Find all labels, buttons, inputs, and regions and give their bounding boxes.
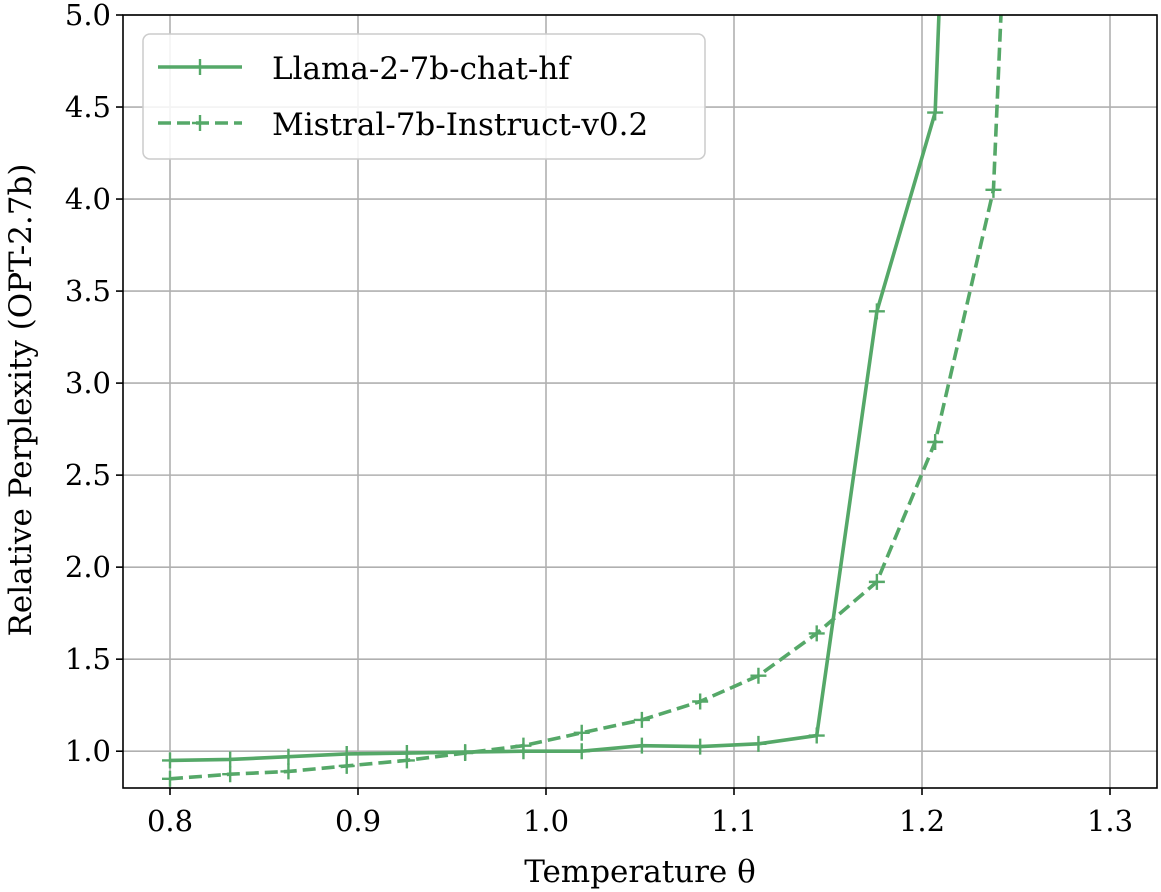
y-tick-label: 4.0 [65, 182, 111, 216]
legend-marker [192, 59, 208, 75]
data-point-llama [633, 737, 650, 754]
y-tick-label: 1.5 [65, 642, 111, 676]
x-tick-label: 0.8 [147, 804, 193, 838]
data-point-mistral [162, 770, 178, 787]
data-point-mistral [222, 766, 239, 783]
legend-label-llama: Llama-2-7b-chat-hf [272, 51, 572, 87]
data-point-mistral [515, 737, 532, 754]
plot-frame [122, 14, 1158, 789]
data-point-llama [162, 752, 178, 769]
legend: Llama-2-7b-chat-hf Mistral-7b-Instruct-v… [142, 33, 706, 160]
series-layer [162, 15, 1003, 787]
data-point-mistral [692, 693, 709, 710]
data-point-llama [280, 748, 297, 765]
legend-swatch-llama [158, 59, 242, 75]
x-axis-label: Temperature θ [524, 854, 756, 890]
data-point-mistral [750, 667, 767, 684]
data-point-mistral [868, 573, 885, 590]
y-tick-label: 2.0 [65, 550, 111, 584]
data-point-mistral [457, 745, 474, 762]
y-tick-label: 3.0 [65, 366, 111, 400]
legend-swatch-mistral [158, 115, 242, 131]
legend-box [142, 33, 706, 160]
y-tick-label: 5.0 [65, 0, 111, 32]
data-point-mistral [280, 763, 297, 780]
x-axis-ticks: 0.8 0.9 1.0 1.1 1.2 1.3 [147, 788, 1133, 838]
data-point-llama [573, 743, 590, 760]
data-point-llama [692, 738, 709, 755]
y-tick-label: 3.5 [65, 274, 111, 308]
x-tick-label: 1.0 [523, 804, 569, 838]
data-point-llama [927, 104, 944, 121]
x-tick-label: 1.1 [711, 804, 757, 838]
data-point-llama [222, 751, 239, 768]
y-axis-label: Relative Perplexity (OPT-2.7b) [3, 164, 39, 637]
data-point-mistral [927, 433, 944, 450]
y-tick-label: 2.5 [65, 458, 111, 492]
data-point-mistral [985, 181, 1002, 198]
data-point-llama [750, 735, 767, 752]
x-tick-label: 1.3 [1087, 804, 1133, 838]
x-tick-label: 1.2 [899, 804, 945, 838]
y-tick-label: 4.5 [65, 90, 111, 124]
y-tick-label: 1.0 [65, 734, 111, 768]
series-line-mistral [169, 15, 1003, 781]
data-point-mistral [573, 724, 590, 741]
y-axis-ticks: 1.0 1.5 2.0 2.5 3.0 3.5 4.0 4.5 5.0 [65, 0, 123, 768]
data-point-mistral [633, 711, 650, 728]
legend-label-mistral: Mistral-7b-Instruct-v0.2 [272, 107, 648, 143]
data-point-llama [808, 727, 825, 744]
data-point-mistral [398, 752, 415, 769]
x-tick-label: 0.9 [335, 804, 381, 838]
legend-marker [192, 115, 208, 131]
data-point-mistral [338, 757, 355, 774]
data-point-mistral [808, 625, 825, 642]
data-point-llama [868, 303, 885, 320]
